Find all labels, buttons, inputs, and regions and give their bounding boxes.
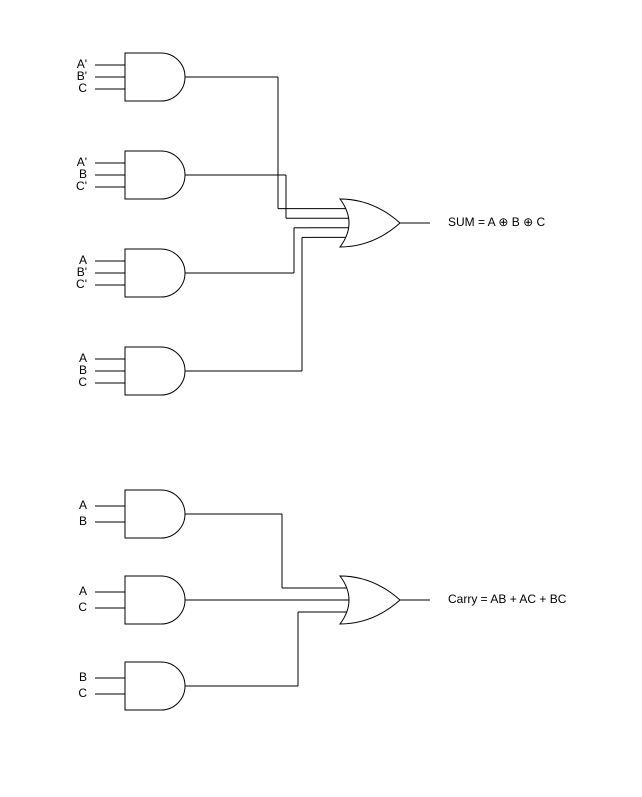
input-label: C' (76, 277, 87, 291)
sum-and-gate-2: AB'C' (76, 249, 215, 297)
input-label: C (78, 81, 87, 95)
carry-and-gate-2: BC (78, 662, 215, 710)
input-label: B (79, 514, 87, 528)
input-label: C (78, 686, 87, 700)
sum-and-gate-1: A'BC' (76, 151, 215, 199)
sum-or-gate (310, 199, 430, 247)
carry-and-gate-1: AC (78, 576, 215, 624)
input-label: C' (76, 179, 87, 193)
input-label: B (79, 670, 87, 684)
input-label: C (78, 375, 87, 389)
carry-and-gate-0: AB (79, 490, 215, 538)
sum-and-gate-0: A'B'C (77, 53, 215, 101)
input-label: A (79, 584, 87, 598)
sum-output-label: SUM = A ⊕ B ⊕ C (448, 215, 545, 229)
carry-output-label: Carry = AB + AC + BC (448, 592, 567, 606)
sum-and-gate-3: ABC (78, 347, 215, 395)
input-label: C (78, 600, 87, 614)
carry-or-gate (310, 576, 430, 624)
input-label: A (79, 498, 87, 512)
